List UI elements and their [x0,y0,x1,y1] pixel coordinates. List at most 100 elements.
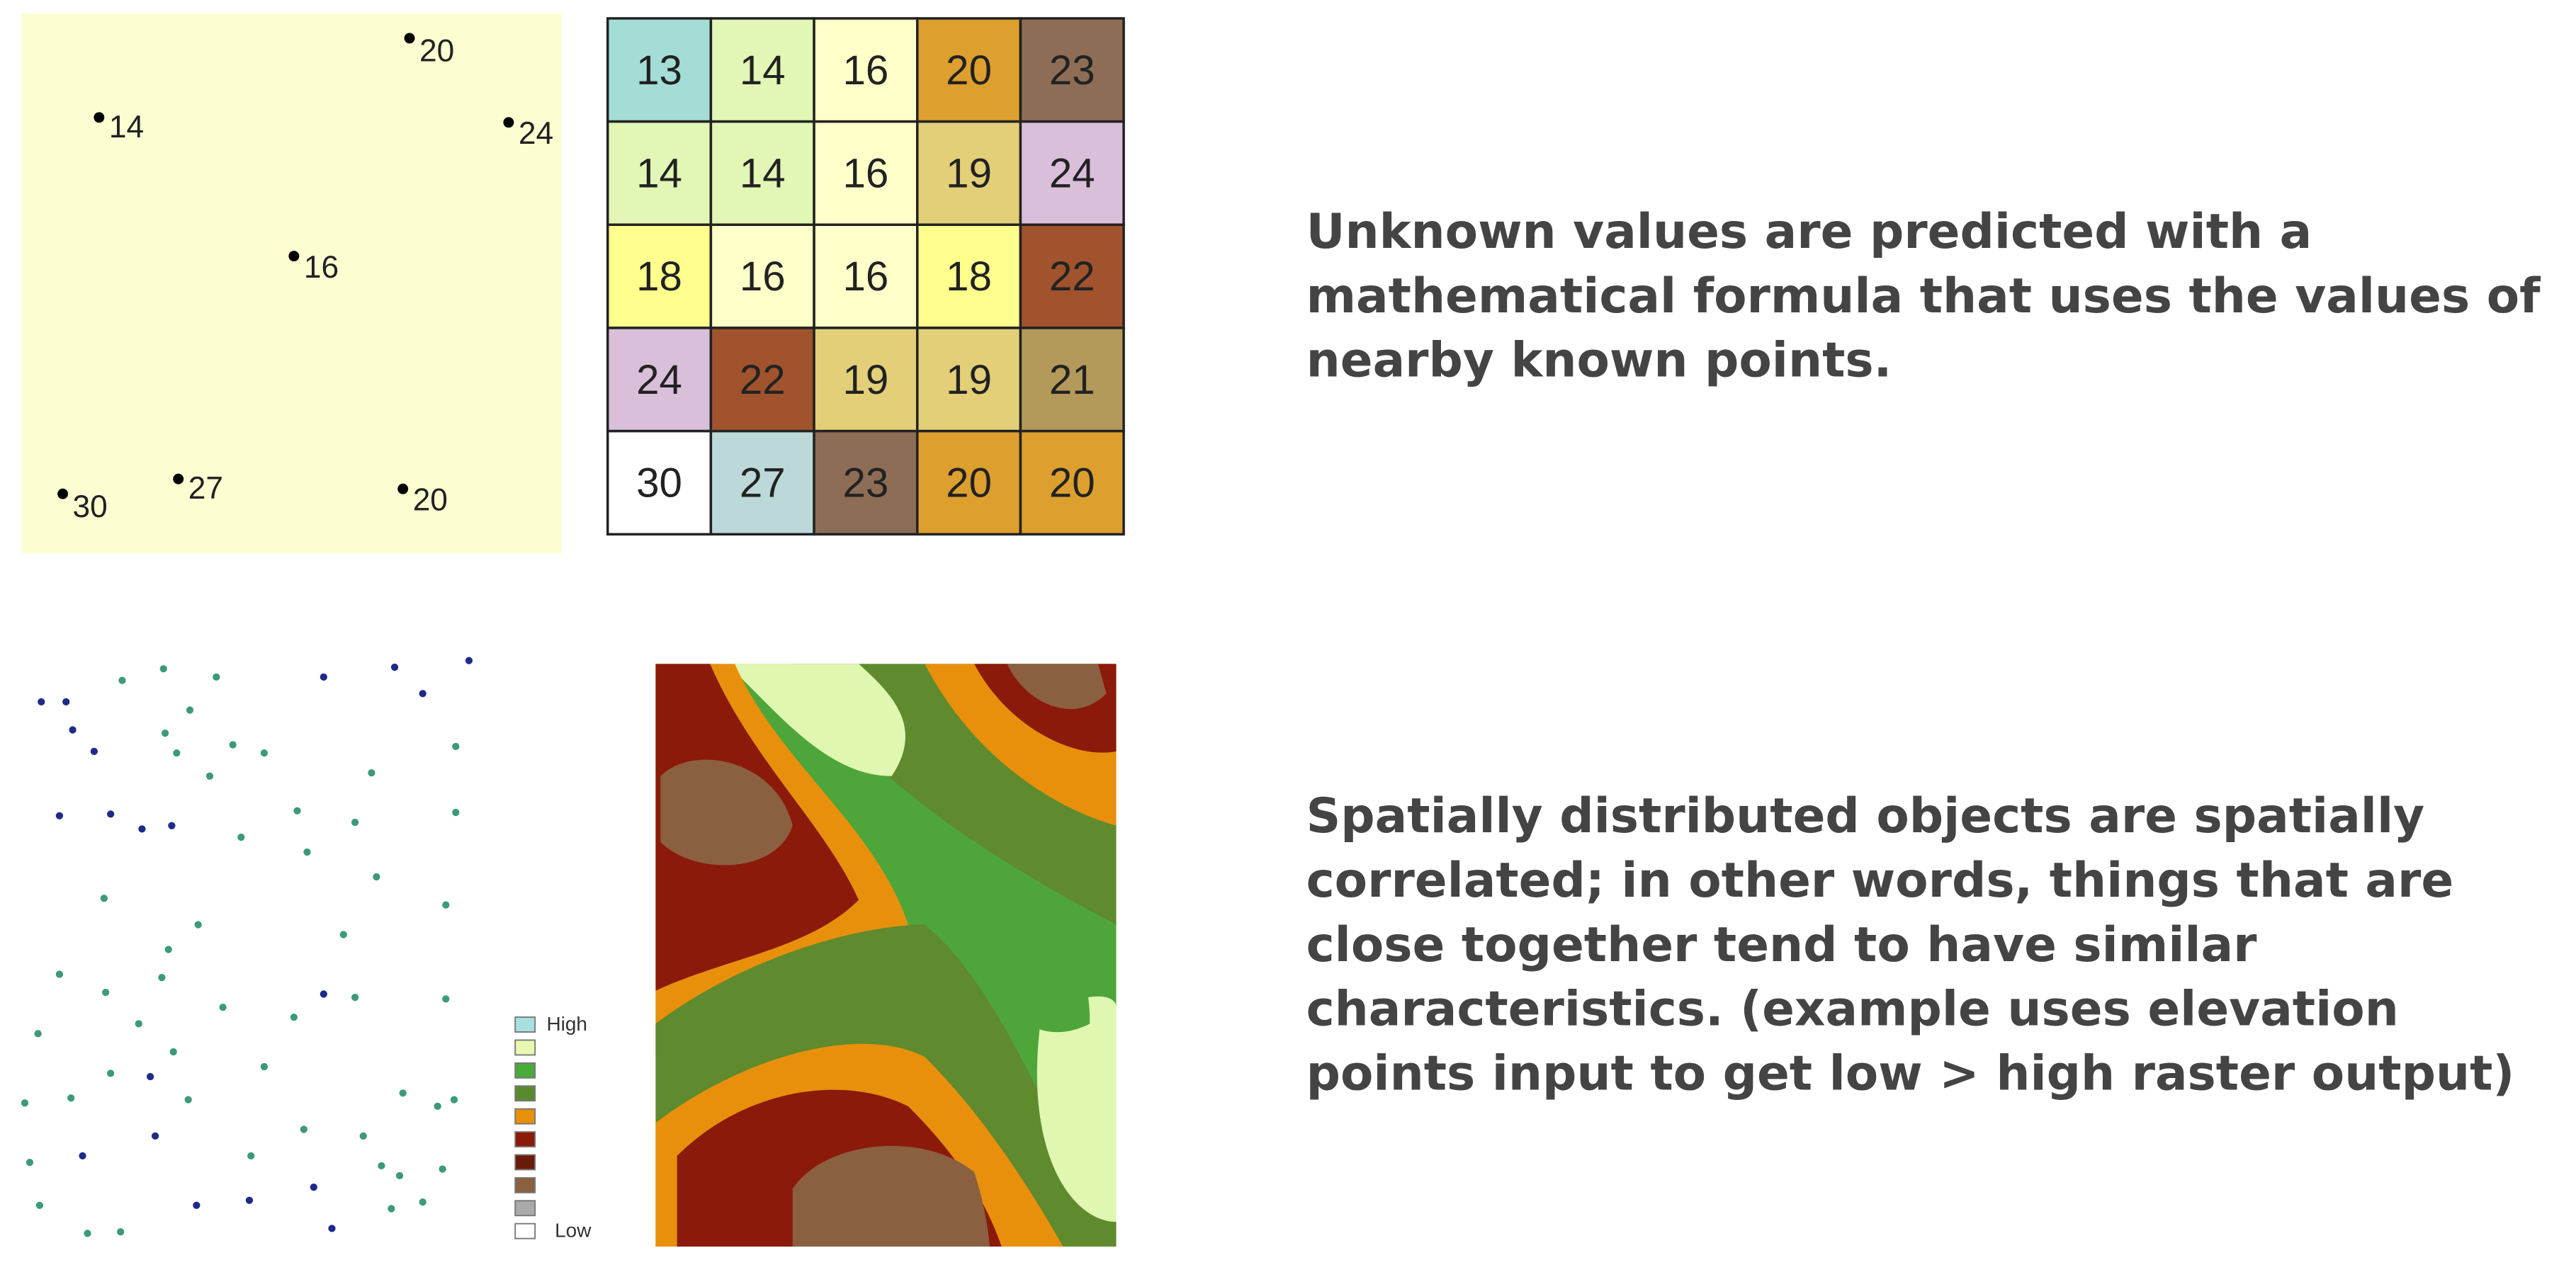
paragraph-line: characteristics. (example uses elevation [1306,981,2399,1037]
sample-point [395,1172,404,1179]
cell-value: 19 [946,357,992,403]
sample-point [213,673,220,681]
point-label: 14 [109,110,144,144]
point [397,483,409,494]
sample-point [118,676,126,684]
point-label: 30 [73,489,108,524]
sample-points [21,657,473,1237]
sample-point [452,808,460,817]
point-map: 20 14 24 16 30 27 20 [57,33,553,524]
sample-point [339,931,347,938]
sample-point [359,1132,367,1140]
legend-swatch [514,1154,536,1171]
cell-value: 18 [946,254,992,300]
cell-value: 23 [1049,47,1095,93]
sample-point [399,1089,407,1097]
cell-value: 14 [740,151,786,197]
legend-swatch [514,1062,536,1079]
grid-cell [1019,17,1125,123]
sample-point [90,747,98,755]
legend-swatch [514,1176,536,1193]
paragraph-line: Spatially distributed objects are spatia… [1306,788,2425,844]
grid-cell [709,327,815,433]
point-label: 24 [519,116,553,151]
cell-value: 27 [740,460,786,506]
sample-point [328,1225,336,1232]
sample-point [193,1201,200,1209]
grid-cell [1019,223,1125,329]
sample-point [320,673,327,681]
cell-value: 20 [946,47,992,93]
sample-point [260,1062,269,1071]
sample-point [351,818,359,827]
sample-point [55,970,64,978]
sample-point [35,1201,44,1209]
point [503,117,514,128]
sample-point [34,1030,42,1038]
sample-point [237,833,245,841]
cell-value: 19 [946,151,992,197]
legend-swatch [514,1016,536,1033]
sample-point [247,1152,255,1159]
cell-value: 13 [636,47,682,93]
point-label: 16 [304,250,339,285]
sample-point [102,988,110,997]
point-map-bg [21,13,562,554]
grid-cell [606,429,713,536]
sample-point [439,1165,446,1173]
sample-point [184,1096,192,1104]
sample-point [450,1096,458,1104]
sample-point [21,1099,29,1107]
legend-swatch [514,1108,536,1125]
sample-point [434,1102,441,1111]
legend-swatch [514,1039,536,1056]
sample-point [151,1132,159,1140]
sample-point [442,901,450,909]
legend: High Low [514,1013,592,1241]
cell-value: 20 [946,460,992,506]
sample-point [245,1196,254,1204]
grid-cell [1019,120,1125,227]
paragraph-line: points input to get low > high raster ou… [1306,1045,2515,1101]
cell-value: 19 [843,357,889,403]
grid-cell [709,223,815,329]
sample-point [69,726,77,734]
point [288,251,300,262]
cell-value: 18 [636,254,682,300]
sample-point [442,995,450,1003]
cell-value: 22 [1049,254,1095,300]
paragraph-line: nearby known points. [1306,332,1892,388]
sample-point [419,1198,426,1206]
cell-value: 30 [636,460,682,506]
sample-point [107,810,115,818]
sample-point [164,946,172,953]
sample-point [79,1152,86,1159]
grid-cell [915,120,1022,227]
grid-cell [606,120,713,227]
sample-point [55,812,64,819]
sample-point [260,749,269,757]
sample-point [67,1094,75,1102]
grid-cell [709,120,815,227]
grid-cell [915,429,1022,536]
paragraph-line: Unknown values are predicted with a [1306,203,2312,259]
sample-point [138,825,146,833]
sample-point [158,974,166,982]
cell-value: 16 [843,47,889,93]
sample-point [186,706,194,714]
point-label: 20 [413,483,448,518]
sample-point [378,1162,385,1169]
sample-point [419,690,426,698]
grid-cell [915,17,1022,123]
sample-point [388,1205,395,1213]
grid-cell [709,17,815,123]
cell-value: 24 [1049,151,1095,197]
sample-point [293,807,301,815]
grid-cell [813,120,919,227]
sample-point [159,665,167,673]
cell-value: 14 [740,47,786,93]
cell-value: 16 [843,151,889,197]
sample-point [303,848,311,856]
